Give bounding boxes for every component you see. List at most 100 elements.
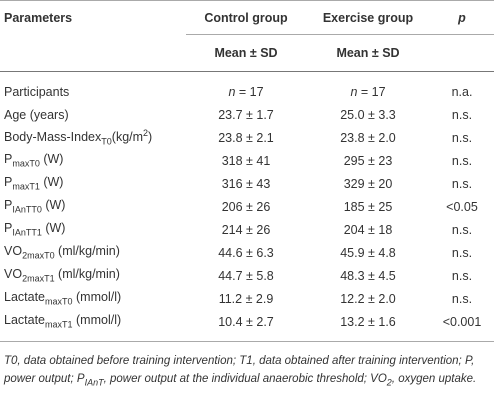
- table-head: Parameters Control group Exercise group …: [0, 0, 494, 72]
- table-cell: 23.8 ± 2.0: [306, 126, 430, 149]
- text: 11.2 ± 2.9: [218, 291, 274, 306]
- text: n.s.: [451, 291, 473, 306]
- row-label: LactatemaxT0 (mmol/l): [0, 287, 186, 310]
- text: n.s.: [451, 268, 473, 283]
- row-label: PIAnTT0 (W): [0, 195, 186, 218]
- table-row: PmaxT1 (W) 316 ± 43 329 ± 20 n.s.: [0, 172, 494, 195]
- row-label: PmaxT1 (W): [0, 172, 186, 195]
- text: <0.001: [442, 314, 482, 329]
- table-cell: 45.9 ± 4.8: [306, 241, 430, 264]
- text: ): [148, 130, 153, 145]
- table-cell: 10.4 ± 2.7: [186, 310, 306, 342]
- header-cell: Control group: [186, 0, 306, 35]
- table-cell: 44.7 ± 5.8: [186, 264, 306, 287]
- subscript: maxT0: [12, 158, 40, 169]
- table-cell: n.s.: [430, 103, 494, 126]
- subscript: 2: [386, 377, 392, 388]
- table-cell: 44.6 ± 6.3: [186, 241, 306, 264]
- row-label: Participants: [0, 72, 186, 104]
- subscript: IAnTT1: [12, 227, 42, 238]
- table-row: PIAnTT1 (W) 214 ± 26 204 ± 18 n.s.: [0, 218, 494, 241]
- table-cell: 25.0 ± 3.3: [306, 103, 430, 126]
- text: n.s.: [451, 130, 473, 145]
- text: n.s.: [451, 222, 473, 237]
- row-label: PIAnTT1 (W): [0, 218, 186, 241]
- text: 329 ± 20: [343, 176, 393, 191]
- text: P: [4, 175, 13, 190]
- text: 23.8 ± 2.1: [218, 130, 274, 145]
- table-row: VO2maxT1 (ml/kg/min) 44.7 ± 5.8 48.3 ± 4.5…: [0, 264, 494, 287]
- text: 204 ± 18: [343, 222, 393, 237]
- table-row: LactatemaxT0 (mmol/l) 11.2 ± 2.9 12.2 ± 2.…: [0, 287, 494, 310]
- text: (W): [41, 221, 66, 236]
- text: , power output at the individual anaerob…: [103, 373, 387, 385]
- row-label: PmaxT0 (W): [0, 149, 186, 172]
- table-row: Body-Mass-IndexT0(kg/m2) 23.8 ± 2.1 23.8 ±…: [0, 126, 494, 149]
- text: <0.05: [446, 199, 478, 214]
- table-body: Participants n = 17 n = 17 n.a. Age (years) 2…: [0, 72, 494, 342]
- text: Participants: [4, 84, 70, 99]
- italic-text: n: [350, 84, 358, 99]
- row-label: LactatemaxT1 (mmol/l): [0, 310, 186, 342]
- text: 295 ± 23: [343, 153, 393, 168]
- text: Body-Mass-Index: [4, 130, 102, 145]
- text: T0, data obtained before training interv…: [4, 355, 475, 385]
- text: (kg/m: [111, 130, 144, 145]
- table-cell: 214 ± 26: [186, 218, 306, 241]
- subscript: maxT1: [12, 181, 40, 192]
- table-cell: 23.7 ± 1.7: [186, 103, 306, 126]
- row-label: Body-Mass-IndexT0(kg/m2): [0, 126, 186, 149]
- table-cell: 23.8 ± 2.1: [186, 126, 306, 149]
- text: 23.8 ± 2.0: [340, 130, 396, 145]
- row-label: Age (years): [0, 103, 186, 126]
- subscript: maxT0: [45, 296, 73, 307]
- header-cell: Parameters: [0, 0, 186, 35]
- text: 12.2 ± 2.0: [340, 291, 396, 306]
- text: (W): [41, 198, 66, 213]
- text: 10.4 ± 2.7: [218, 314, 274, 329]
- superscript: 2: [143, 128, 149, 139]
- table-cell: n.s.: [430, 241, 494, 264]
- text: P: [4, 198, 13, 213]
- row-label: VO2maxT0 (ml/kg/min): [0, 241, 186, 264]
- data-table: Parameters Control group Exercise group …: [0, 0, 494, 342]
- header-row: Mean ± SD Mean ± SD: [0, 34, 494, 72]
- table-row: Participants n = 17 n = 17 n.a.: [0, 72, 494, 104]
- text: Lactate: [4, 290, 46, 305]
- text: VO: [4, 267, 23, 282]
- header-cell: [430, 34, 494, 72]
- text: n.a.: [451, 84, 473, 99]
- text: (ml/kg/min): [54, 267, 120, 282]
- table-cell: 329 ± 20: [306, 172, 430, 195]
- text: = 17: [357, 84, 386, 99]
- table-cell: 295 ± 23: [306, 149, 430, 172]
- text: n.s.: [451, 153, 473, 168]
- table-row: VO2maxT0 (ml/kg/min) 44.6 ± 6.3 45.9 ± 4.8…: [0, 241, 494, 264]
- table-cell: n.a.: [430, 72, 494, 104]
- subscript: IAnT: [84, 377, 104, 388]
- table-cell: 12.2 ± 2.0: [306, 287, 430, 310]
- text: 44.7 ± 5.8: [218, 268, 274, 283]
- text: n.s.: [451, 245, 473, 260]
- header-cell: Exercise group: [306, 0, 430, 35]
- header-cell: Mean ± SD: [186, 34, 306, 72]
- table-cell: 204 ± 18: [306, 218, 430, 241]
- table-cell: 316 ± 43: [186, 172, 306, 195]
- table-cell: 13.2 ± 1.6: [306, 310, 430, 342]
- text: 206 ± 26: [221, 199, 271, 214]
- table-row: PmaxT0 (W) 318 ± 41 295 ± 23 n.s.: [0, 149, 494, 172]
- text: 185 ± 25: [343, 199, 393, 214]
- table-cell: n = 17: [186, 72, 306, 104]
- footnote: T0, data obtained before training interv…: [0, 342, 494, 391]
- text: 48.3 ± 4.5: [340, 268, 396, 283]
- table-row: PIAnTT0 (W) 206 ± 26 185 ± 25 <0.05: [0, 195, 494, 218]
- header-cell: [0, 34, 186, 72]
- text: 45.9 ± 4.8: [340, 245, 396, 260]
- text: 44.6 ± 6.3: [218, 245, 274, 260]
- text: 318 ± 41: [221, 153, 271, 168]
- row-label: VO2maxT1 (ml/kg/min): [0, 264, 186, 287]
- table-cell: n.s.: [430, 126, 494, 149]
- text: (W): [39, 175, 64, 190]
- table-cell: n.s.: [430, 172, 494, 195]
